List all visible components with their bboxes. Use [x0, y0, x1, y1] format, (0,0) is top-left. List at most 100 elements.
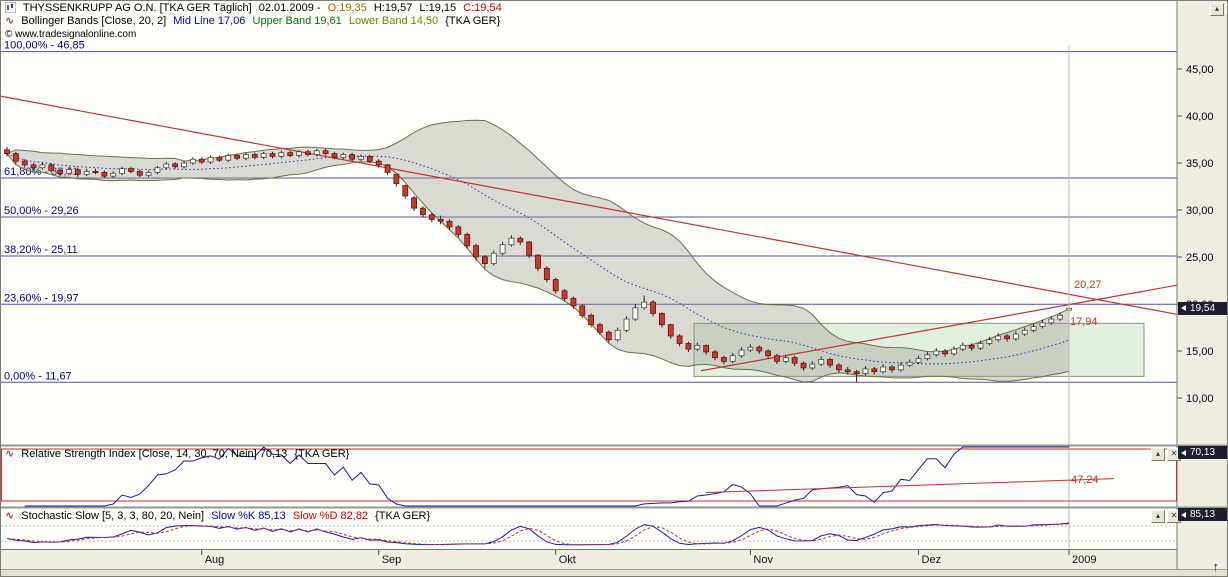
copyright-row: © www.tradesignalonline.com: [5, 28, 140, 41]
candle-up: [747, 346, 754, 351]
close-panel-button[interactable]: ✕: [1226, 3, 1227, 16]
candle-up: [1021, 329, 1028, 335]
candle-down: [774, 355, 780, 362]
candle-up: [340, 154, 347, 158]
bollinger-lower-value: Lower Band 14,50: [348, 15, 439, 27]
candle-down: [968, 344, 975, 349]
main-panel-buttons: ▴ ✕: [1210, 3, 1227, 16]
rsi-marker: 70,13: [1178, 446, 1227, 459]
candle-down: [844, 369, 851, 373]
bollinger-mid-value: Mid Line 17,06: [173, 15, 246, 27]
x-axis-label: 2009: [1072, 554, 1096, 566]
candle-down: [605, 331, 612, 341]
candle-down: [375, 160, 382, 166]
candle-down: [464, 234, 471, 247]
instrument-header: THYSSENKRUPP AG O.N. [TKA GER Täglich] 0…: [4, 1, 506, 17]
candle-down: [322, 150, 329, 154]
candle-down: [827, 359, 833, 366]
candle-down: [473, 245, 479, 258]
candle-down: [402, 185, 409, 197]
scroll-up-arrow-button[interactable]: ↑: [1212, 559, 1220, 574]
candle-up: [995, 335, 1002, 341]
fibonacci-label: 50,00% - 29,26: [4, 205, 79, 217]
horizontal-scrollbar[interactable]: [1, 569, 1227, 576]
candle-down: [588, 314, 594, 326]
x-axis-label: Sep: [382, 554, 402, 566]
candle-down: [667, 324, 674, 337]
candle-down: [216, 156, 223, 161]
candle-down: [871, 368, 878, 373]
candle-down: [570, 297, 577, 307]
candle-down: [685, 343, 692, 350]
low-value: L:19,15: [419, 2, 457, 14]
candle-up: [738, 349, 745, 357]
candle-down: [526, 241, 533, 256]
close-value: C:19,54: [463, 2, 502, 14]
candle-down: [57, 170, 63, 174]
candle-down: [791, 357, 798, 364]
fibonacci-label: 0,00% - 11,67: [4, 370, 72, 382]
bollinger-name: Bollinger Bands [Close, 20, 2]: [21, 15, 167, 27]
candle-down: [455, 226, 462, 235]
collapse-panel-button[interactable]: ▴: [1210, 3, 1224, 16]
stoch-k-value: Slow %K 85,13: [211, 510, 286, 522]
candle-up: [145, 171, 152, 176]
candle-up: [641, 301, 648, 309]
x-axis-label: Okt: [559, 554, 576, 566]
candle-down: [561, 290, 568, 299]
x-axis-label: Dez: [922, 554, 942, 566]
candle-up: [906, 361, 913, 366]
candle-down: [234, 155, 241, 159]
time-axis-strip: [1, 550, 1177, 569]
candle-down: [676, 335, 683, 344]
fibonacci-label: 23,60% - 19,97: [4, 292, 79, 304]
candle-down: [269, 153, 276, 157]
collapse-panel-button[interactable]: ▴: [1151, 448, 1165, 461]
stoch-k-line: [6, 522, 1070, 546]
instrument-title: THYSSENKRUPP AG O.N. [TKA GER Täglich]: [22, 2, 252, 14]
candle-down: [720, 357, 727, 362]
candle-down: [48, 164, 55, 171]
candle-down: [74, 169, 81, 175]
candle-down: [756, 346, 763, 352]
candle-up: [119, 168, 125, 174]
candle-up: [959, 344, 966, 350]
candle-up: [933, 350, 940, 356]
candle-up: [986, 339, 993, 344]
bollinger-upper-line: [6, 119, 1070, 353]
candle-down: [597, 324, 603, 333]
candle-up: [924, 354, 931, 359]
x-axis-label: Aug: [205, 554, 225, 566]
candle-up: [977, 343, 984, 349]
candle-up: [623, 318, 630, 331]
rsi-header: ∿ Relative Strength Index [Close, 14, 30…: [5, 448, 353, 461]
bollinger-header: ∿ Bollinger Bands [Close, 20, 2] Mid Lin…: [5, 15, 504, 28]
candle-up: [39, 164, 46, 169]
stoch-symbol: {TKA GER}: [375, 510, 431, 522]
candle-down: [198, 158, 205, 163]
candle-down: [304, 151, 311, 155]
candle-down: [543, 267, 550, 280]
candle-up: [1030, 326, 1037, 331]
candle-up: [809, 363, 816, 369]
candle-up: [915, 358, 922, 363]
candle-up: [897, 364, 904, 371]
collapse-panel-button[interactable]: ▴: [1151, 510, 1165, 523]
candle-up: [499, 244, 506, 254]
candle-down: [393, 173, 400, 185]
x-axis-label: Nov: [753, 554, 773, 566]
candle-up: [508, 237, 515, 246]
y-axis-label: 40,00: [1186, 111, 1214, 123]
candle-up: [951, 348, 957, 355]
candle-up: [313, 150, 320, 155]
candle-up: [110, 172, 117, 177]
box-value-annotation: 17,94: [1070, 316, 1098, 328]
stoch-d-line: [6, 523, 1070, 546]
candle-up: [278, 152, 285, 157]
bollinger-mid-line: [6, 153, 1070, 365]
candle-down: [366, 156, 373, 162]
fibonacci-label: 100,00% - 46,85: [4, 40, 85, 52]
candle-up: [163, 163, 170, 169]
candle-down: [853, 371, 860, 374]
